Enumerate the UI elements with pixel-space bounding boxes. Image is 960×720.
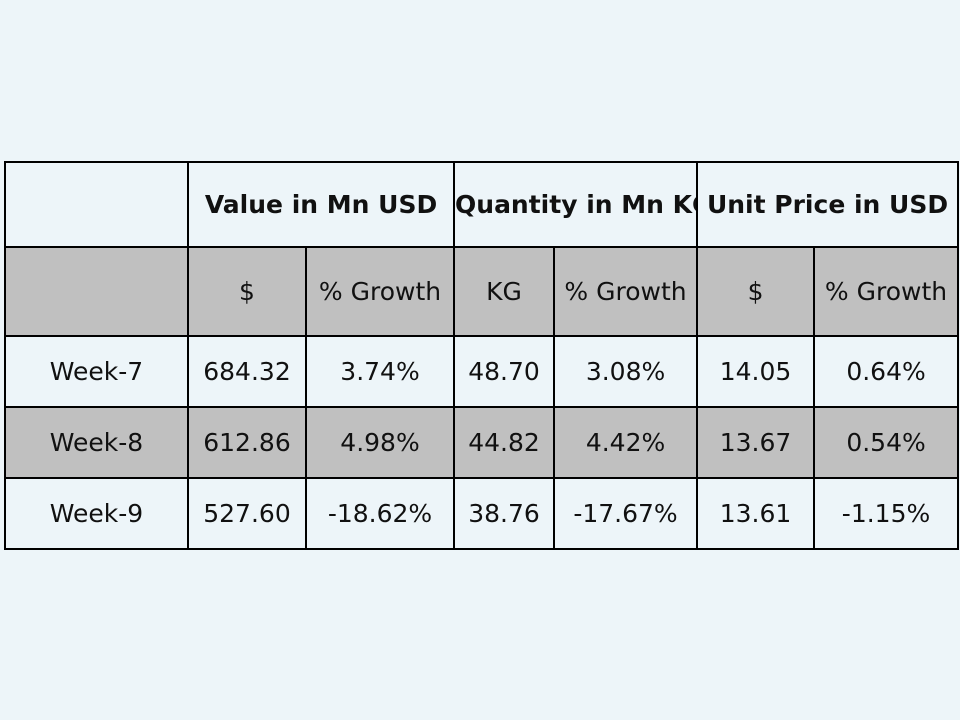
sub-header-row: $ % Growth KG % Growth $ % Growth (4, 246, 960, 337)
quantity-kg-cell: 38.76 (453, 477, 556, 550)
header-corner-cell (4, 161, 189, 248)
value-usd-cell: 527.60 (187, 477, 307, 550)
quantity-growth-cell: -17.67% (553, 477, 699, 550)
header-quantity-mn-kg: Quantity in Mn KG (453, 161, 699, 248)
group-header-row: Value in Mn USD Quantity in Mn KG Unit P… (4, 161, 960, 248)
unit-price-growth-cell: 0.64% (813, 335, 960, 408)
subheader-price-growth: % Growth (813, 246, 960, 337)
unit-price-cell: 13.61 (696, 477, 816, 550)
quantity-kg-cell: 48.70 (453, 335, 556, 408)
header-value-mn-usd: Value in Mn USD (186, 161, 456, 248)
subheader-value-dollar: $ (187, 246, 307, 337)
subheader-quantity-kg: KG (453, 246, 556, 337)
unit-price-growth-cell: 0.54% (813, 406, 960, 479)
value-usd-cell: 612.86 (187, 406, 307, 479)
value-growth-cell: 4.98% (304, 406, 456, 479)
quantity-growth-cell: 4.42% (553, 406, 699, 479)
value-growth-cell: -18.62% (304, 477, 456, 550)
quantity-kg-cell: 44.82 (453, 406, 556, 479)
subheader-quantity-growth: % Growth (553, 246, 699, 337)
value-growth-cell: 3.74% (304, 335, 456, 408)
unit-price-growth-cell: -1.15% (813, 477, 960, 550)
table-row-week-7: Week-7 684.32 3.74% 48.70 3.08% 14.05 0.… (4, 335, 960, 408)
value-usd-cell: 684.32 (187, 335, 307, 408)
unit-price-cell: 13.67 (696, 406, 816, 479)
subheader-corner-cell (4, 246, 189, 337)
row-label: Week-8 (4, 406, 189, 479)
subheader-price-dollar: $ (696, 246, 816, 337)
row-label: Week-9 (4, 477, 189, 550)
quantity-growth-cell: 3.08% (553, 335, 699, 408)
header-unit-price-usd: Unit Price in USD (696, 161, 960, 248)
unit-price-cell: 14.05 (696, 335, 816, 408)
table-row-week-8: Week-8 612.86 4.98% 44.82 4.42% 13.67 0.… (4, 406, 960, 479)
weekly-growth-table: Value in Mn USD Quantity in Mn KG Unit P… (4, 161, 960, 550)
row-label: Week-7 (4, 335, 189, 408)
table-row-week-9: Week-9 527.60 -18.62% 38.76 -17.67% 13.6… (4, 477, 960, 550)
subheader-value-growth: % Growth (304, 246, 456, 337)
